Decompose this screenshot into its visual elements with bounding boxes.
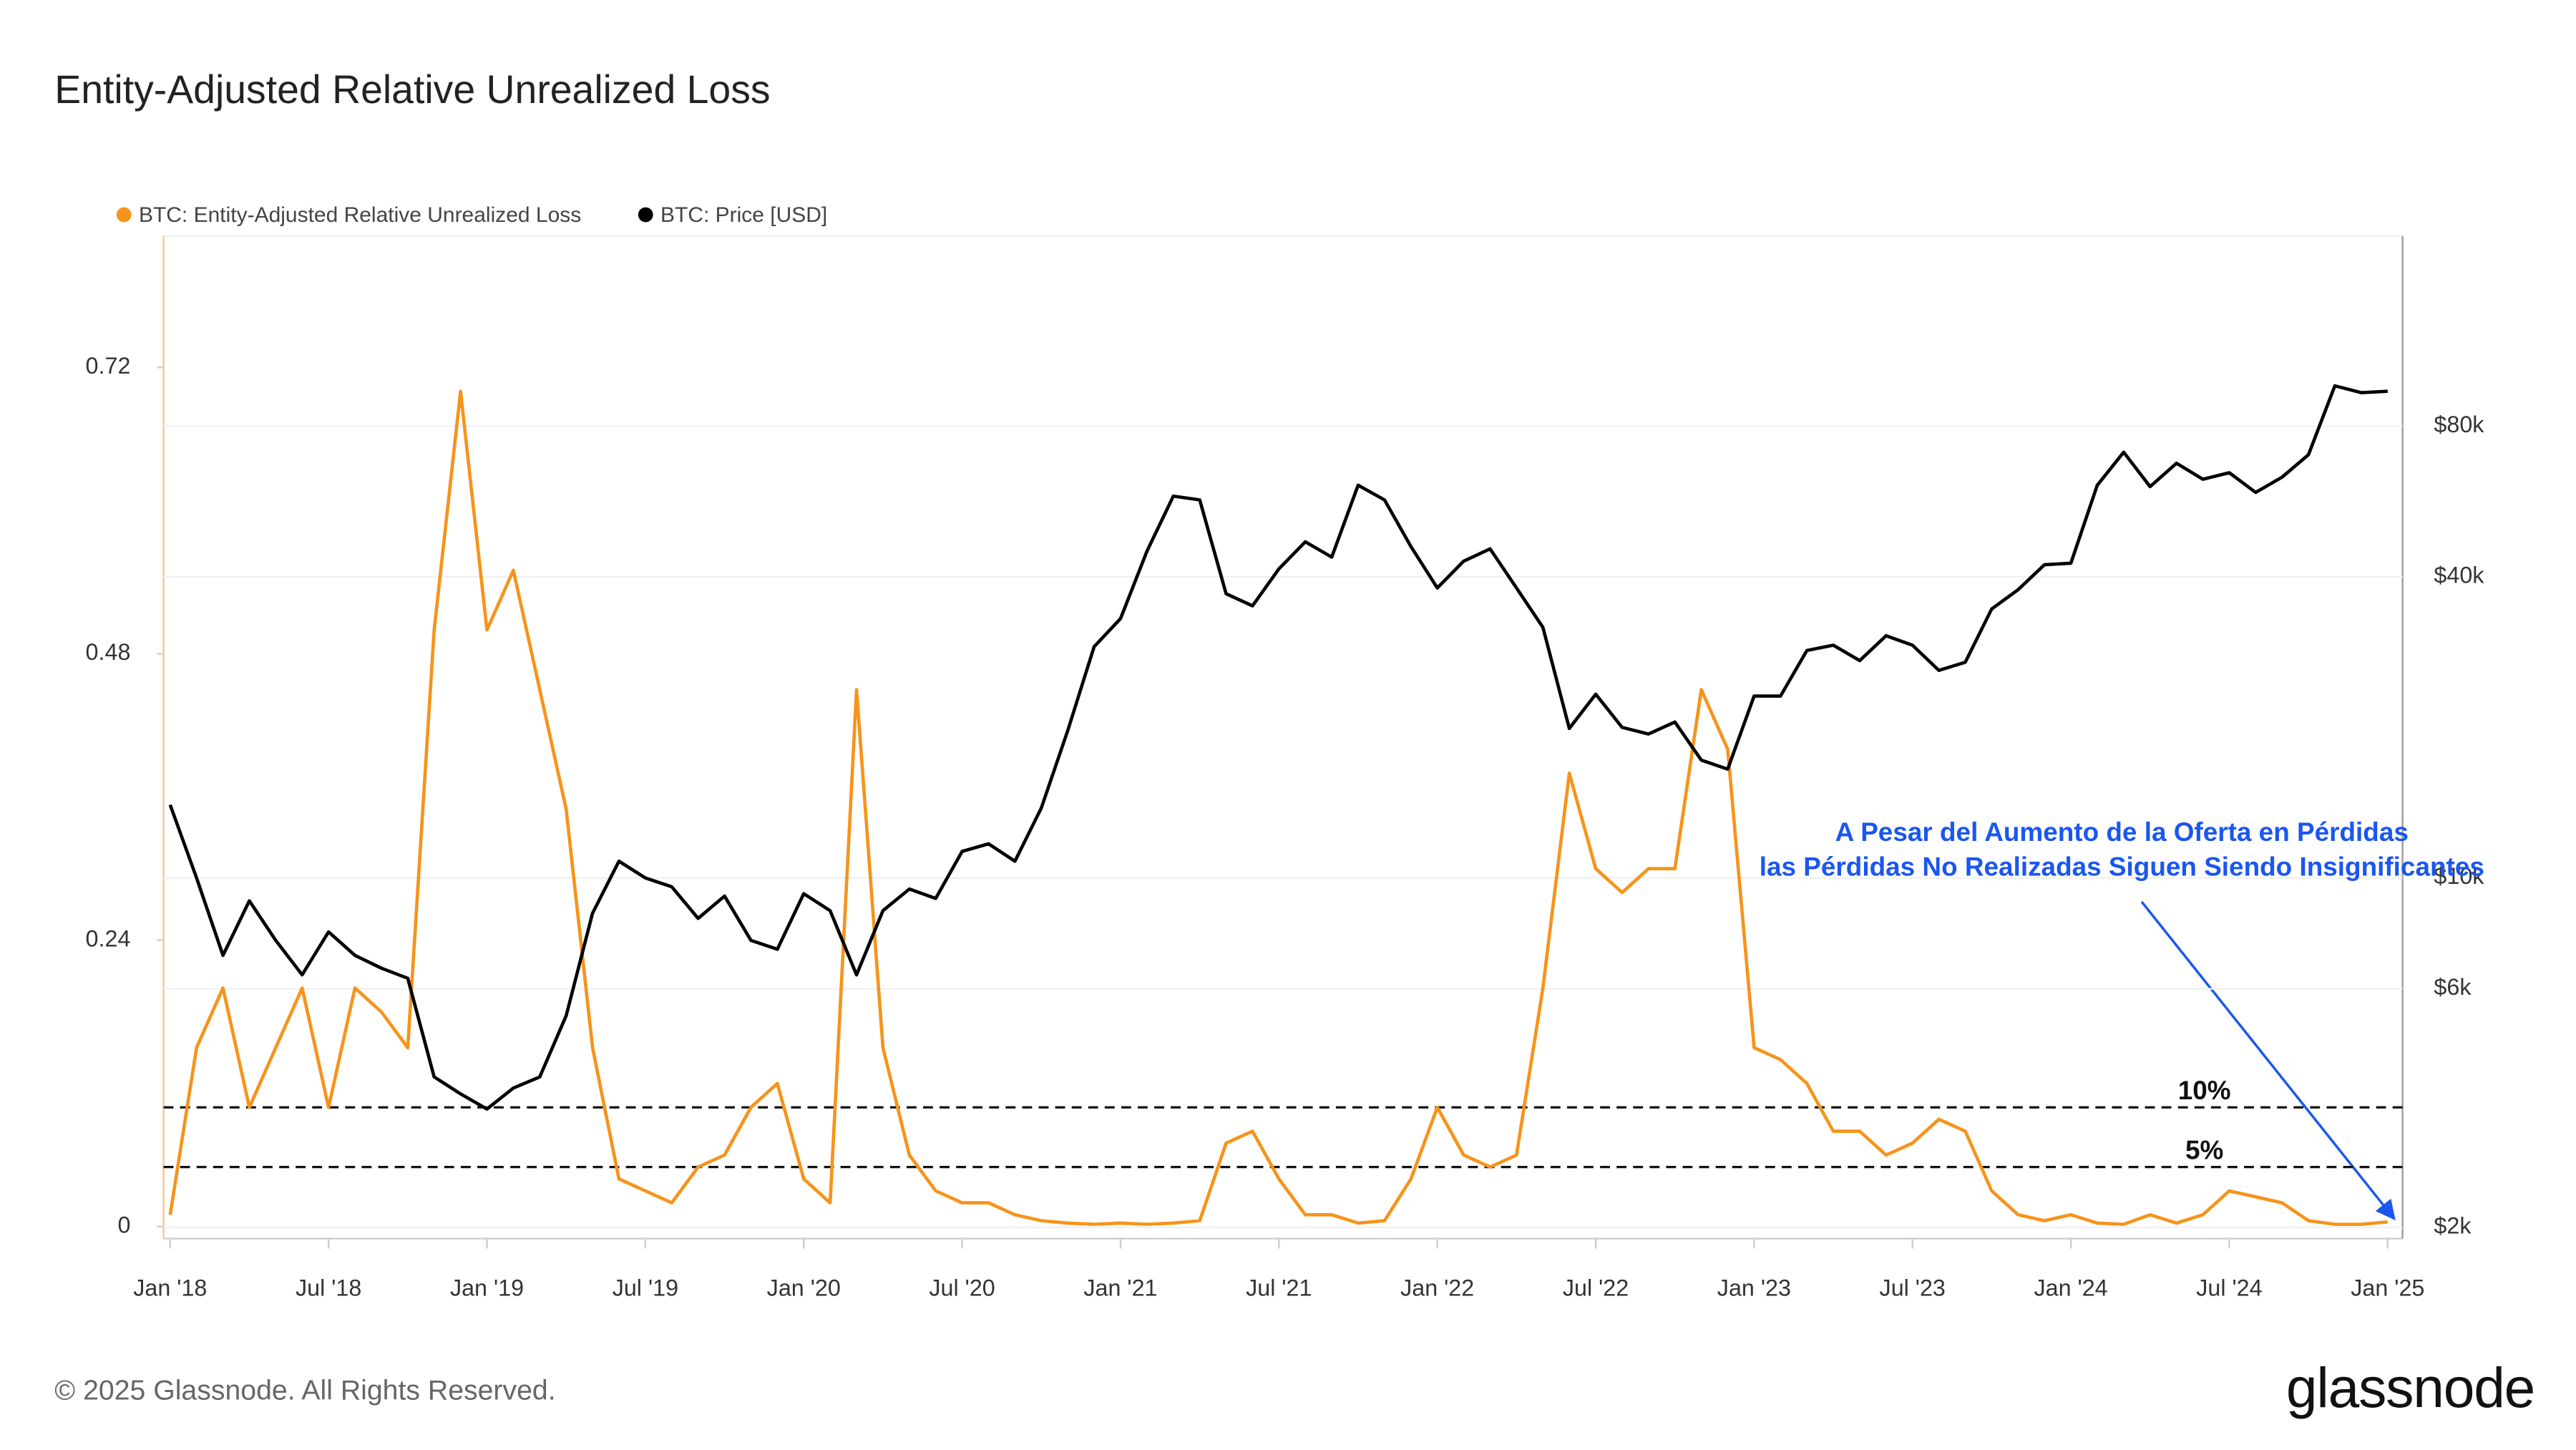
- y-tick-label: 0: [117, 1212, 130, 1237]
- x-tick-label: Jan '21: [1083, 1275, 1157, 1301]
- threshold-label: 10%: [2178, 1076, 2231, 1105]
- series-line: [168, 389, 2389, 1226]
- y2-tick-label: $40k: [2434, 563, 2484, 588]
- threshold-label: 5%: [2185, 1136, 2223, 1165]
- x-tick-label: Jul '24: [2196, 1275, 2262, 1301]
- legend-label: BTC: Entity-Adjusted Relative Unrealized…: [139, 203, 581, 227]
- footer: © 2025 Glassnode. All Rights Reserved.: [54, 1375, 555, 1406]
- chart-title: Entity-Adjusted Relative Unrealized Loss: [54, 67, 770, 112]
- x-tick-label: Jul '23: [1880, 1275, 1946, 1301]
- x-tick-label: Jan '22: [1400, 1275, 1474, 1301]
- x-tick-label: Jan '25: [2351, 1275, 2424, 1301]
- x-tick-label: Jan '19: [450, 1275, 524, 1301]
- x-tick-label: Jul '20: [929, 1275, 995, 1301]
- x-tick-label: Jul '22: [1563, 1275, 1629, 1301]
- legend-marker: [116, 207, 132, 223]
- y-tick-label: 0.72: [86, 353, 131, 379]
- y2-tick-label: $80k: [2434, 412, 2484, 437]
- x-tick-label: Jan '18: [133, 1275, 207, 1301]
- logo: glassnode: [2286, 1356, 2534, 1419]
- legend-marker: [638, 207, 653, 223]
- y2-tick-label: $10k: [2434, 863, 2484, 889]
- annotation-text: A Pesar del Aumento de la Oferta en Pérd…: [1835, 817, 2409, 847]
- annotation-text: las Pérdidas No Realizadas Siguen Siendo…: [1760, 852, 2484, 882]
- y-tick-label: 0.48: [86, 639, 131, 665]
- plot-frame: [162, 235, 2404, 1240]
- x-tick-label: Jan '20: [767, 1275, 841, 1301]
- legend-label: BTC: Price [USD]: [660, 203, 827, 227]
- annotation-arrow: [2140, 900, 2396, 1221]
- y2-tick-label: $6k: [2434, 974, 2472, 1000]
- x-tick-label: Jul '19: [613, 1275, 678, 1301]
- x-tick-label: Jul '21: [1246, 1275, 1312, 1301]
- x-tick-label: Jan '24: [2034, 1275, 2108, 1301]
- x-tick-label: Jan '23: [1717, 1275, 1791, 1301]
- y-tick-label: 0.24: [86, 925, 131, 951]
- series-line: [168, 384, 2388, 1111]
- y2-tick-label: $2k: [2434, 1213, 2472, 1239]
- x-tick-label: Jul '18: [296, 1275, 361, 1301]
